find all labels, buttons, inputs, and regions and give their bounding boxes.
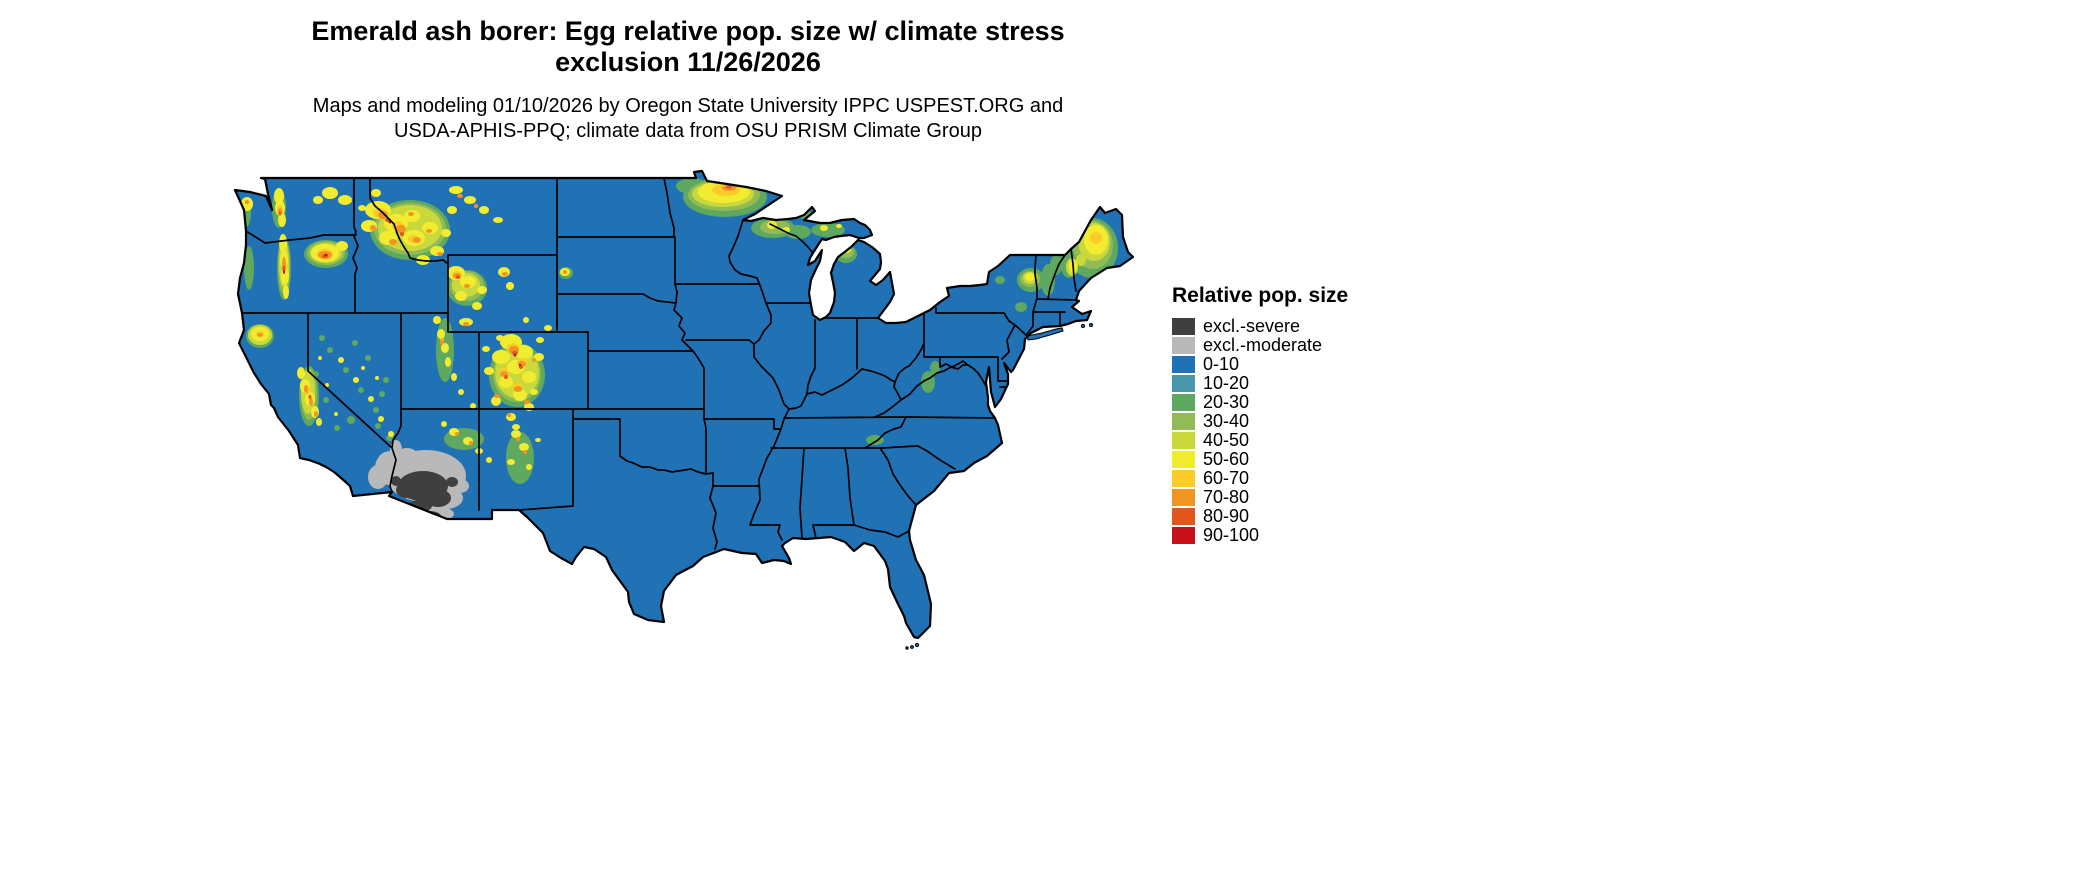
legend-item: 90-100 xyxy=(1172,526,1348,545)
legend-item-label: excl.-moderate xyxy=(1203,335,1323,355)
legend-item-label: 80-90 xyxy=(1203,506,1250,526)
legend-swatch xyxy=(1172,318,1195,335)
title-line-2: exclusion 11/26/2026 xyxy=(555,47,821,77)
legend-item-label: 50-60 xyxy=(1203,449,1250,469)
legend-item-label: 40-50 xyxy=(1203,430,1250,450)
legend-item: 50-60 xyxy=(1172,450,1348,469)
florida-keys-dot xyxy=(910,645,914,649)
legend-swatch xyxy=(1172,451,1195,468)
legend-item: 70-80 xyxy=(1172,488,1348,507)
page-title: Emerald ash borer: Egg relative pop. siz… xyxy=(0,16,1376,78)
legend-item-label: 90-100 xyxy=(1203,525,1260,545)
legend-item: excl.-severe xyxy=(1172,317,1348,336)
legend-item-label: 70-80 xyxy=(1203,487,1250,507)
legend-swatch xyxy=(1172,413,1195,430)
legend-swatch xyxy=(1172,508,1195,525)
legend-title: Relative pop. size xyxy=(1172,284,1349,307)
subtitle-line-1: Maps and modeling 01/10/2026 by Oregon S… xyxy=(312,95,1064,117)
island-dot xyxy=(1089,323,1093,327)
title-line-1: Emerald ash borer: Egg relative pop. siz… xyxy=(311,16,1065,46)
map-legend: Relative pop. size excl.-severe excl.-mo… xyxy=(1172,284,1348,545)
legend-item: 80-90 xyxy=(1172,507,1348,526)
long-island xyxy=(1026,327,1064,341)
legend-item-label: 10-20 xyxy=(1203,373,1250,393)
legend-item: 60-70 xyxy=(1172,469,1348,488)
us-land xyxy=(235,171,1133,638)
legend-swatch xyxy=(1172,356,1195,373)
legend-item-label: 60-70 xyxy=(1203,468,1250,488)
legend-swatch xyxy=(1172,489,1195,506)
legend-item: 30-40 xyxy=(1172,412,1348,431)
legend-swatch xyxy=(1172,470,1195,487)
legend-item-label: 0-10 xyxy=(1203,354,1240,374)
legend-item: 0-10 xyxy=(1172,355,1348,374)
us-map-svg xyxy=(233,169,1135,650)
legend-item-label: excl.-severe xyxy=(1203,316,1301,336)
page-subtitle: Maps and modeling 01/10/2026 by Oregon S… xyxy=(0,94,1376,144)
legend-item: 20-30 xyxy=(1172,393,1348,412)
legend-item: 10-20 xyxy=(1172,374,1348,393)
legend-swatch xyxy=(1172,337,1195,354)
legend-swatch xyxy=(1172,394,1195,411)
legend-swatch xyxy=(1172,432,1195,449)
land-fill xyxy=(235,171,1133,650)
island-dot xyxy=(1080,323,1086,329)
us-map xyxy=(230,168,1140,668)
subtitle-line-2: USDA-APHIS-PPQ; climate data from OSU PR… xyxy=(394,120,982,142)
legend-item: 40-50 xyxy=(1172,431,1348,450)
legend-item: excl.-moderate xyxy=(1172,336,1348,355)
legend-item-label: 30-40 xyxy=(1203,411,1250,431)
legend-item-label: 20-30 xyxy=(1203,392,1250,412)
florida-keys-dot xyxy=(914,642,920,648)
legend-swatch xyxy=(1172,527,1195,544)
map-header: Emerald ash borer: Egg relative pop. siz… xyxy=(0,16,1376,144)
state-borders xyxy=(241,177,1077,550)
florida-keys-dot xyxy=(905,646,909,650)
legend-swatch xyxy=(1172,375,1195,392)
